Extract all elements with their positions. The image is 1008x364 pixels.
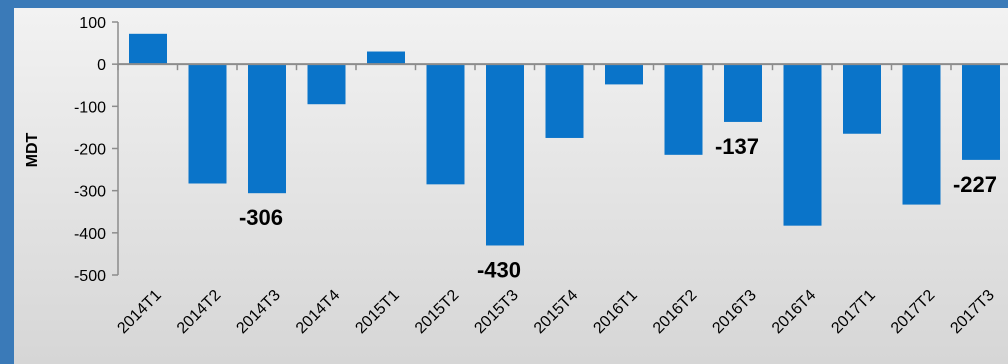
top-frame-band bbox=[0, 0, 1008, 8]
left-frame-band bbox=[0, 0, 14, 364]
y-tick-label: -500 bbox=[74, 268, 106, 285]
bar-2016t4 bbox=[783, 64, 822, 226]
bar-2015t2 bbox=[426, 64, 465, 185]
bar-2016t3 bbox=[724, 64, 762, 122]
data-label-2017t3: -227 bbox=[953, 172, 997, 197]
data-labels: -306 -430 -137 -227 bbox=[239, 134, 997, 283]
y-axis-ticks: 100 0 -100 -200 -300 -400 -500 bbox=[74, 15, 118, 285]
bar-2014t2 bbox=[188, 64, 227, 184]
bar-2015t4 bbox=[545, 64, 584, 138]
y-tick-label: -100 bbox=[74, 99, 106, 116]
bar-2017t1 bbox=[843, 64, 881, 134]
y-tick-label: -200 bbox=[74, 142, 106, 159]
x-tick-label: 2017T2 bbox=[888, 287, 938, 337]
x-tick-label: 2016T2 bbox=[650, 287, 700, 337]
bar-2014t1 bbox=[129, 33, 167, 65]
x-tick-label: 2014T1 bbox=[114, 287, 164, 337]
x-tick-label: 2015T4 bbox=[531, 287, 581, 337]
y-axis-title: MDT bbox=[24, 132, 41, 167]
x-axis-labels: 2014T1 2014T2 2014T3 2014T4 2015T1 2015T2 2015… bbox=[114, 287, 1008, 337]
x-tick-label: 2016T1 bbox=[590, 287, 640, 337]
data-label-2016t3: -137 bbox=[715, 134, 759, 159]
bar-2017t3 bbox=[962, 64, 1000, 160]
bars bbox=[129, 33, 1000, 246]
x-tick-label: 2017T1 bbox=[828, 287, 878, 337]
x-tick-label: 2014T4 bbox=[293, 287, 343, 337]
bar-2015t1 bbox=[367, 51, 405, 65]
bar-2017t2 bbox=[902, 64, 941, 205]
x-tick-label: 2015T1 bbox=[352, 287, 402, 337]
bar-2016t1 bbox=[605, 64, 643, 85]
bar-2014t4 bbox=[307, 64, 346, 105]
bar-2016t2 bbox=[664, 64, 703, 155]
x-axis-ticks bbox=[117, 64, 952, 71]
y-tick-label: 100 bbox=[79, 15, 106, 32]
x-tick-label: 2015T3 bbox=[471, 287, 521, 337]
x-tick-label: 2015T2 bbox=[412, 287, 462, 337]
y-tick-label: -400 bbox=[74, 226, 106, 243]
x-tick-label: 2014T2 bbox=[174, 287, 224, 337]
y-tick-label: 0 bbox=[97, 57, 106, 74]
bar-2014t3 bbox=[248, 64, 286, 194]
bar-2015t3 bbox=[486, 64, 524, 246]
x-tick-label: 2016T3 bbox=[709, 287, 759, 337]
y-tick-label: -300 bbox=[74, 184, 106, 201]
x-tick-label: 2017T3 bbox=[947, 287, 997, 337]
data-label-2014t3: -306 bbox=[239, 205, 283, 230]
data-label-2015t3: -430 bbox=[477, 257, 521, 282]
x-tick-label: 2014T3 bbox=[233, 287, 283, 337]
x-tick-label: 2016T4 bbox=[769, 287, 819, 337]
